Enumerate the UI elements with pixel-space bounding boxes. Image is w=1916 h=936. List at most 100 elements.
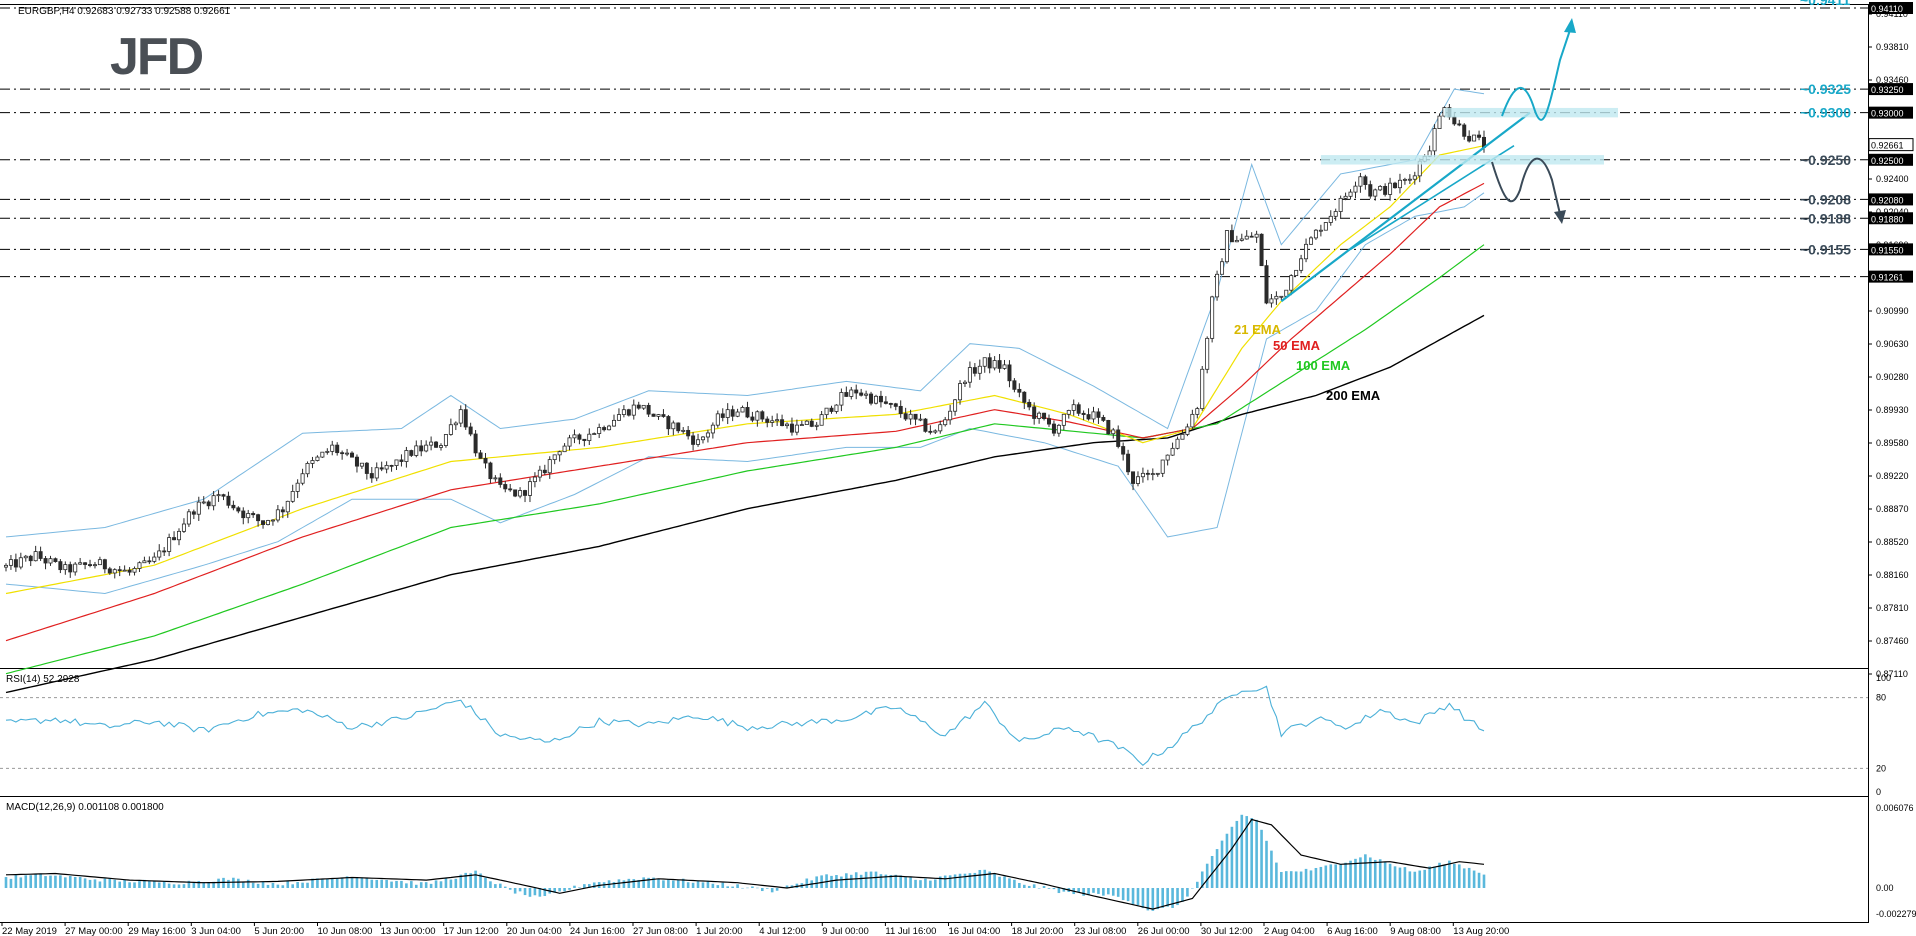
macd-hist-bar (59, 875, 62, 888)
macd-hist-bar (1013, 879, 1016, 888)
candle (616, 408, 621, 421)
candle (211, 491, 216, 511)
macd-hist-bar (434, 880, 438, 888)
candle (1264, 259, 1269, 305)
macd-hist-bar (177, 884, 181, 888)
candle (903, 407, 908, 421)
candle (1170, 442, 1175, 456)
candle (1259, 233, 1264, 267)
macd-hist-bar (1364, 854, 1367, 888)
macd-hist-bar (202, 882, 206, 888)
candle (1101, 414, 1106, 423)
candle (918, 413, 923, 422)
candle (1042, 412, 1047, 421)
macd-hist-bar (820, 875, 823, 888)
candle (1388, 177, 1393, 201)
macd-hist-bar (266, 884, 270, 888)
candle (1131, 471, 1136, 491)
macd-hist-bar (454, 878, 458, 888)
candle (43, 555, 48, 570)
candle (162, 547, 167, 557)
macd-hist-bar (251, 882, 255, 888)
candle (354, 454, 359, 473)
price-tick-label: 0.90630 (1876, 339, 1909, 349)
candle (893, 402, 898, 411)
macd-hist-bar (1280, 871, 1283, 888)
candle (666, 414, 671, 436)
candle (992, 356, 997, 371)
macd-hist-bar (405, 883, 408, 888)
candle (448, 418, 453, 436)
candle (468, 422, 473, 437)
macd-hist-bar (1448, 860, 1451, 888)
macd-hist-bar (350, 878, 354, 888)
candle (572, 429, 577, 444)
macd-hist-bar (1250, 818, 1253, 888)
candle (1160, 459, 1165, 478)
macd-hist-bar (518, 887, 522, 892)
candle (241, 507, 246, 525)
candle (18, 552, 23, 570)
candle (92, 561, 97, 569)
macd-hist-bar (1482, 874, 1486, 888)
candle (186, 509, 191, 527)
candle (310, 456, 315, 469)
macd-hist-bar (929, 880, 932, 888)
macd-hist-bar (1195, 881, 1199, 888)
candle (864, 390, 869, 400)
macd-hist-bar (686, 882, 690, 888)
candle (967, 361, 972, 388)
macd-hist-bar (919, 880, 922, 888)
candle (1328, 210, 1333, 226)
candle (977, 359, 982, 380)
macd-hist-bar (563, 887, 566, 892)
macd-hist-bar (1166, 887, 1169, 907)
candle (1333, 208, 1338, 221)
macd-hist-bar (676, 879, 680, 888)
candle (641, 404, 646, 410)
candle (127, 567, 132, 576)
candle (1032, 402, 1037, 425)
macd-hist-bar (894, 874, 898, 888)
candle (1343, 192, 1348, 201)
macd-hist-bar (464, 872, 468, 888)
time-tick-label: 16 Jul 04:00 (949, 926, 1001, 936)
macd-hist-bar (83, 878, 87, 888)
macd-hist-bar (34, 874, 37, 888)
macd-hist-bar (1136, 887, 1140, 906)
macd-hist-bar (1087, 887, 1090, 896)
candle (913, 413, 918, 426)
candle (48, 555, 53, 566)
ema200-label: 200 EMA (1326, 388, 1381, 403)
candle (1412, 171, 1417, 185)
candle (775, 413, 780, 426)
macd-hist-bar (726, 886, 729, 888)
macd-hist-bar (1265, 840, 1268, 888)
candle (656, 414, 661, 420)
time-tick-label: 11 Jul 16:00 (885, 926, 936, 936)
macd-hist-bar (553, 887, 556, 893)
uptrend-line (1280, 111, 1531, 303)
level-label: ~0.9325 (1800, 81, 1851, 97)
macd-hist-bar (1156, 887, 1160, 910)
candle (1348, 189, 1353, 200)
macd-hist-bar (340, 877, 344, 888)
price-tick-label: 0.89930 (1876, 405, 1909, 415)
time-tick-label: 13 Jun 00:00 (381, 926, 436, 936)
macd-hist-bar (884, 874, 888, 888)
candle (1215, 270, 1220, 301)
candle (804, 420, 809, 426)
candle (28, 554, 33, 567)
candle (458, 405, 463, 427)
candle (972, 363, 977, 377)
macd-hist-bar (785, 885, 789, 888)
macd-hist-bar (696, 881, 700, 888)
macd-hist-bar (217, 878, 220, 888)
macd-hist-bar (1018, 882, 1021, 888)
candle (1229, 224, 1234, 243)
candle (404, 446, 409, 468)
candle (859, 388, 864, 397)
macd-hist-bar (276, 884, 280, 888)
